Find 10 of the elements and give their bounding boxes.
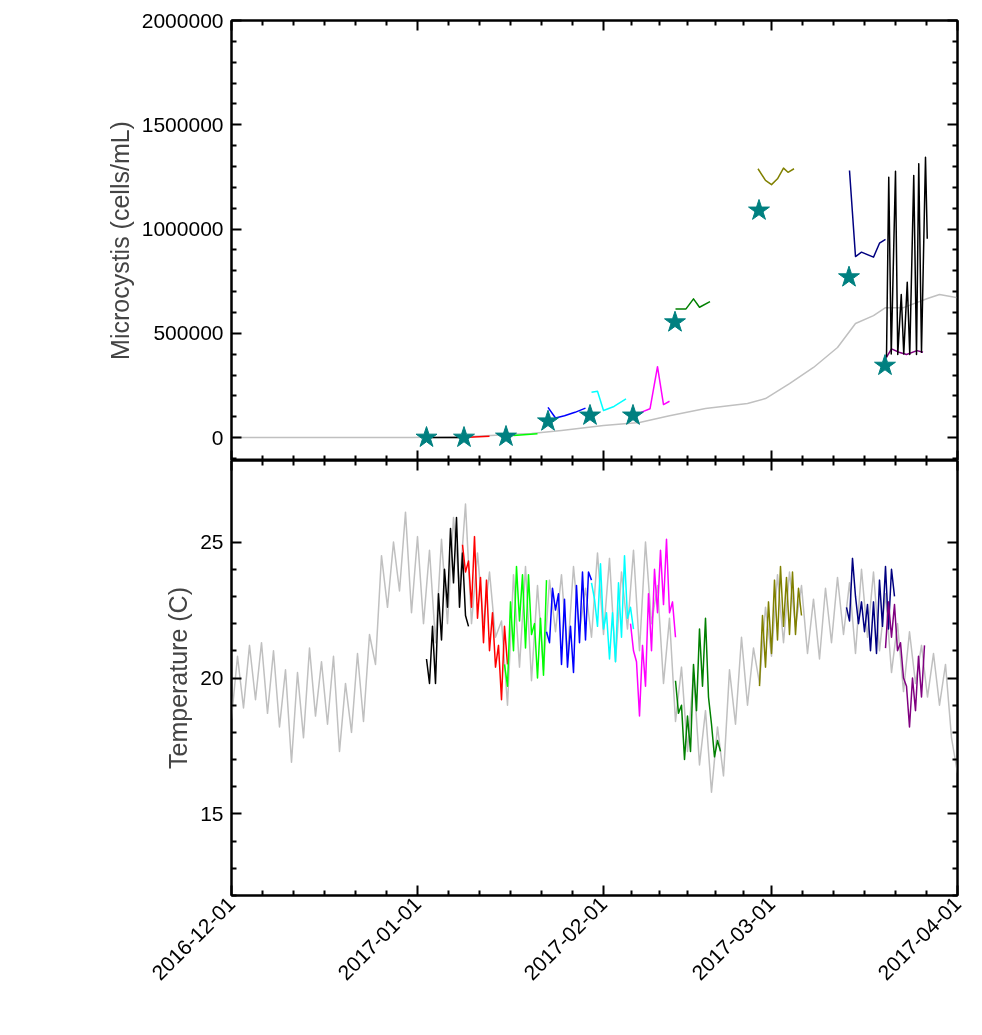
y-tick-label: 15 [200,801,224,825]
y-tick-label: 0 [211,425,224,449]
y-tick-label: 20 [200,666,224,689]
y-tick-label: 2000000 [141,8,224,32]
y-tick-label: 25 [200,530,224,554]
y-axis-title: Microcystis (cells/mL) [105,121,134,360]
y-tick-label: 1000000 [141,217,224,241]
y-tick-label: 500000 [153,321,224,345]
y-tick-label: 1500000 [141,112,224,136]
y-axis-title: Temperature (C) [164,587,193,769]
